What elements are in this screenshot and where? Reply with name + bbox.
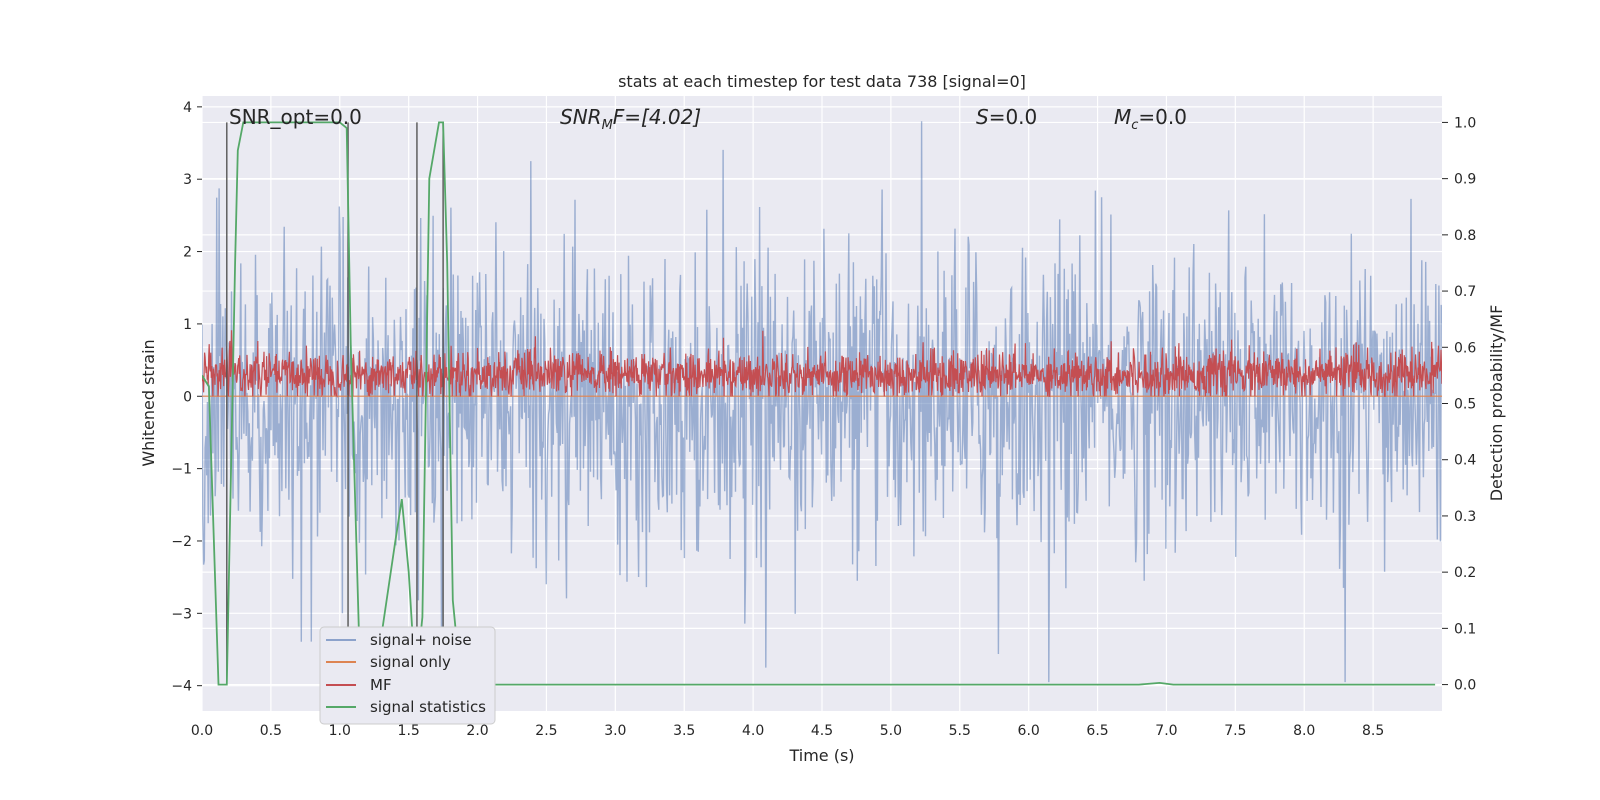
series-signal-noise: [202, 121, 1442, 683]
y2-tick-label: 0.6: [1454, 340, 1476, 356]
snr-mf-sub: M: [602, 118, 613, 133]
y-tick-label: 4: [183, 100, 192, 116]
y2-tick-label: 0.3: [1454, 509, 1476, 525]
legend-label-signal-noise: signal+ noise: [370, 631, 472, 649]
x-tick-label: 1.5: [398, 723, 420, 739]
mc-main: M: [1114, 105, 1131, 129]
y-axis-label: Whitened strain: [139, 339, 158, 466]
x-tick-label: 0.0: [191, 723, 213, 739]
series-layer: [202, 121, 1442, 686]
y2-tick-label: 1.0: [1454, 115, 1476, 131]
y-tick-label: −3: [171, 606, 192, 622]
mc-sub: c: [1131, 118, 1138, 133]
annotation-snr-opt: SNR_opt=0.0: [229, 105, 362, 129]
x-tick-label: 5.0: [880, 723, 902, 739]
x-tick-label: 2.5: [535, 723, 557, 739]
y2-tick-label: 0.7: [1454, 284, 1476, 300]
chart-title: stats at each timestep for test data 738…: [618, 72, 1026, 91]
legend-label-signal-only: signal only: [370, 653, 451, 671]
s-rest: =0.0: [989, 105, 1038, 129]
mc-rest: =0.0: [1138, 105, 1187, 129]
x-tick-label: 4.0: [742, 723, 764, 739]
x-tick-label: 2.0: [466, 723, 488, 739]
annotation-mc: Mc=0.0: [1114, 105, 1187, 133]
x-tick-label: 1.0: [329, 723, 351, 739]
y2-tick-label: 0.5: [1454, 397, 1476, 413]
y2-tick-label: 0.0: [1454, 678, 1476, 694]
y2-tick-label: 0.1: [1454, 621, 1476, 637]
y2-axis-label: Detection probability/MF: [1487, 305, 1506, 502]
legend-label-signal-statistics: signal statistics: [370, 698, 486, 716]
annotation-snr-mf: SNRMF=[4.02]: [560, 105, 701, 133]
y-tick-label: −2: [171, 534, 192, 550]
x-tick-label: 7.0: [1155, 723, 1177, 739]
x-tick-label: 7.5: [1224, 723, 1246, 739]
x-axis-ticks: 0.0 0.5 1.0 1.5 2.0 2.5 3.0 3.5 4.0 4.5 5.0 5.5 6.0 6…: [191, 723, 1384, 739]
series-mf: [202, 330, 1442, 399]
snr-mf-rest: F=[4.02]: [613, 105, 701, 129]
y-tick-label: −1: [171, 462, 192, 478]
x-tick-label: 6.0: [1018, 723, 1040, 739]
snr-mf-main: SNR: [560, 105, 602, 129]
y-tick-label: 0: [183, 389, 192, 405]
annotation-s: S=0.0: [976, 105, 1037, 129]
x-tick-label: 3.0: [604, 723, 626, 739]
legend-box: [319, 626, 496, 725]
y2-tick-label: 0.2: [1454, 565, 1476, 581]
y-tick-label: −4: [171, 679, 192, 695]
x-tick-label: 4.5: [811, 723, 833, 739]
x-axis-label: Time (s): [788, 746, 854, 765]
y2-tick-label: 0.4: [1454, 453, 1476, 469]
x-tick-label: 8.5: [1362, 723, 1384, 739]
y2-tick-label: 0.9: [1454, 172, 1476, 188]
s-main: S: [976, 105, 989, 129]
x-tick-label: 8.0: [1293, 723, 1315, 739]
x-tick-label: 5.5: [949, 723, 971, 739]
legend-label-mf: MF: [370, 676, 392, 694]
y2-axis-ticks: 0.0 0.1 0.2 0.3 0.4 0.5 0.6 0.7 0.8 0.9 1.0: [1442, 115, 1476, 694]
y2-tick-label: 0.8: [1454, 228, 1476, 244]
x-tick-label: 3.5: [673, 723, 695, 739]
legend: signal+ noise signal only MF signal stat…: [319, 626, 496, 725]
x-tick-label: 0.5: [260, 723, 282, 739]
x-tick-label: 6.5: [1086, 723, 1108, 739]
y-axis-ticks: −4 −3 −2 −1 0 1 2 3 4: [171, 100, 202, 695]
y-tick-label: 1: [183, 317, 192, 333]
y-tick-label: 2: [183, 245, 192, 261]
y-tick-label: 3: [183, 172, 192, 188]
